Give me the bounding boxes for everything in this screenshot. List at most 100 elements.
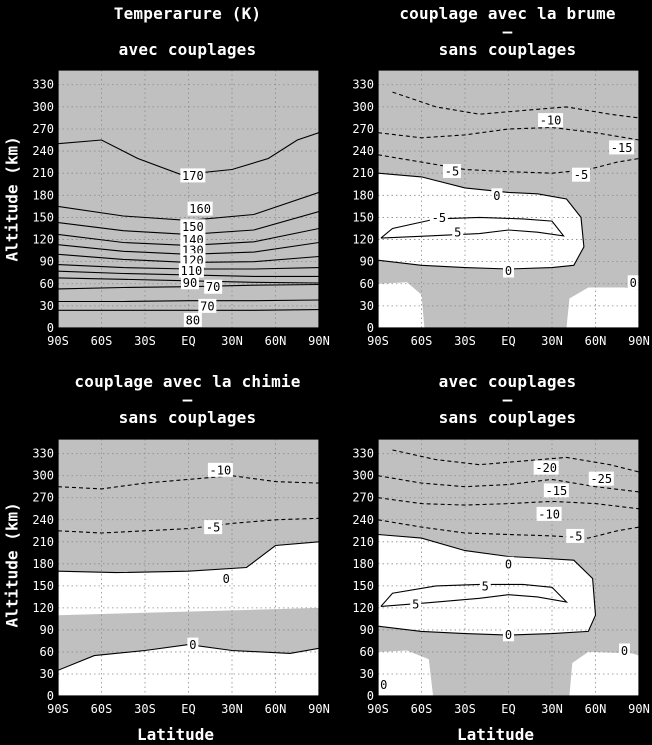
panel1-contour-label: 90	[183, 276, 197, 290]
panel4-contour-label-bg	[479, 578, 491, 593]
panel3-y-tick-label: 210	[32, 535, 54, 549]
x-axis-label-right: Latitude	[457, 725, 535, 744]
panel4-x-tick-label: 30N	[541, 702, 563, 716]
panel2-contour-label: -5	[445, 164, 459, 178]
panel3-x-tick-label: 90N	[308, 702, 330, 716]
panel3-x-tick-label: 90S	[47, 702, 69, 716]
panel3-y-tick-label: 120	[32, 601, 54, 615]
panel2-y-tick-label: 0	[367, 321, 374, 335]
panel2-contour-line	[380, 216, 565, 239]
panel2-x-tick-label: 90S	[367, 334, 389, 348]
panel2-y-tick-label: 270	[352, 122, 374, 136]
panel1-y-tick-label: 300	[32, 100, 54, 114]
panel2-contour-label: -5	[574, 168, 588, 182]
panel3-x-tick-label: 30N	[221, 702, 243, 716]
panel2-contour-label-bg	[609, 140, 635, 155]
panel1-contour-label: 170	[182, 169, 204, 183]
panel1-frame	[57, 69, 320, 329]
panel2-y-tick-label: 330	[352, 78, 374, 92]
panel4-y-tick-label: 150	[352, 579, 374, 593]
panel4-contour-label: -20	[535, 461, 557, 475]
panel2-contour-label-bg	[442, 163, 461, 178]
panel2-y-tick-label: 150	[352, 210, 374, 224]
panel2-y-tick-label: 240	[352, 144, 374, 158]
x-axis-label-left: Latitude	[137, 725, 215, 744]
panel4-x-tick-label: 60N	[585, 702, 607, 716]
panel4-positive-region-2	[378, 650, 434, 696]
panel4-contour-label: 0	[505, 628, 512, 642]
panel3-contour-label-bg	[187, 637, 199, 652]
panel2-plot-content: 0 -5 -5 5 -10 -15 -5 0 0	[378, 70, 639, 328]
panel3-x-tick-label: 60S	[91, 702, 113, 716]
panel1-contour-label-bg	[180, 219, 206, 234]
panel1-x-tick-label: 60N	[265, 334, 287, 348]
panel4-contour-line	[378, 475, 639, 493]
panel2-contour-label-bg	[452, 225, 464, 240]
panel4-contour-label: 5	[482, 579, 489, 593]
panel2-contour-label: -5	[432, 211, 446, 225]
panel1-contour-label: 70	[200, 299, 214, 313]
panel3-contour-line	[58, 541, 319, 574]
panel1-contour-label-bg	[180, 275, 199, 290]
panel3-contour-label-bg	[220, 571, 232, 586]
panel2-contour-label: -15	[611, 141, 633, 155]
panel3-positive-region-2	[58, 644, 319, 696]
panel4-y-tick-label: 30	[360, 667, 374, 681]
panel3-y-tick-label: 60	[40, 645, 54, 659]
panel4-y-tick-label: 330	[352, 447, 374, 461]
panel3-contour-line	[58, 475, 319, 490]
panel4-plot-content: -20 -25 -15 -10 -5 0 5 5 0 0 0	[378, 439, 639, 696]
panel4-contour-label: 0	[380, 678, 387, 692]
panel4-contour-label: -5	[568, 529, 582, 543]
panel3-y-tick-label: 270	[32, 491, 54, 505]
panel3-y-tick-label: 180	[32, 557, 54, 571]
panel2-y-tick-label: 300	[352, 100, 374, 114]
panel3-title-line1: couplage avec la chimie	[74, 372, 301, 391]
panel4-contour-label: 0	[621, 644, 628, 658]
panel1-contour-label-bg	[187, 201, 213, 216]
panel4-x-tick-label: 90S	[367, 702, 389, 716]
panel1-x-tick-label: EQ	[181, 334, 195, 348]
panel4-x-tick-label: 60S	[411, 702, 433, 716]
panel1-y-tick-label: 150	[32, 210, 54, 224]
panel1-y-tick-label: 120	[32, 233, 54, 247]
panel4-y-tick-label: 240	[352, 513, 374, 527]
panel2-y-tick-label: 180	[352, 188, 374, 202]
panel4-contour-line	[392, 449, 639, 473]
panel4-contour-label-bg	[566, 528, 585, 543]
panel4-contour-line	[378, 497, 639, 510]
panel4-y-tick-label: 210	[352, 535, 374, 549]
panel1-contour-label: 110	[181, 264, 203, 278]
panel4-contour-label-bg	[543, 483, 569, 498]
panel4-x-tick-label: 30S	[454, 702, 476, 716]
panel3-x-tick-label: 30S	[134, 702, 156, 716]
panel1-y-tick-label: 0	[47, 321, 54, 335]
panel4-y-tick-label: 180	[352, 557, 374, 571]
panel4-y-tick-label: 90	[360, 623, 374, 637]
panel1-contour-label: 160	[189, 202, 211, 216]
panel2-contour-label: 0	[493, 189, 500, 203]
panel1-x-tick-label: 30N	[221, 334, 243, 348]
panel3-y-tick-label: 0	[47, 689, 54, 703]
panel1-contour-line	[58, 299, 319, 303]
panel1-contour-line	[58, 309, 319, 311]
panel4-y-tick-label: 120	[352, 601, 374, 615]
panel4-contour-label-bg	[503, 627, 514, 642]
panel4-title-line3: sans couplages	[438, 408, 577, 427]
panel2-positive-region-3	[566, 287, 639, 328]
panel4-title-line2: –	[502, 390, 513, 409]
panel2-y-tick-label: 90	[360, 255, 374, 269]
panel1-contour-label-bg	[198, 298, 217, 313]
panel2-contour-label: 0	[630, 276, 637, 290]
panel1-title-line2: avec couplages	[118, 40, 257, 59]
panel3-contour-label: -5	[206, 521, 220, 535]
panel4-x-tick-label: EQ	[501, 702, 515, 716]
panel2-x-tick-label: 30S	[454, 334, 476, 348]
panel4-contour-line	[378, 519, 639, 539]
panel1-title-line1: Temperarure (K)	[113, 4, 262, 23]
panel1-y-tick-label: 270	[32, 122, 54, 136]
panel3-contour-line	[58, 517, 319, 534]
panel4-y-tick-label: 300	[352, 469, 374, 483]
